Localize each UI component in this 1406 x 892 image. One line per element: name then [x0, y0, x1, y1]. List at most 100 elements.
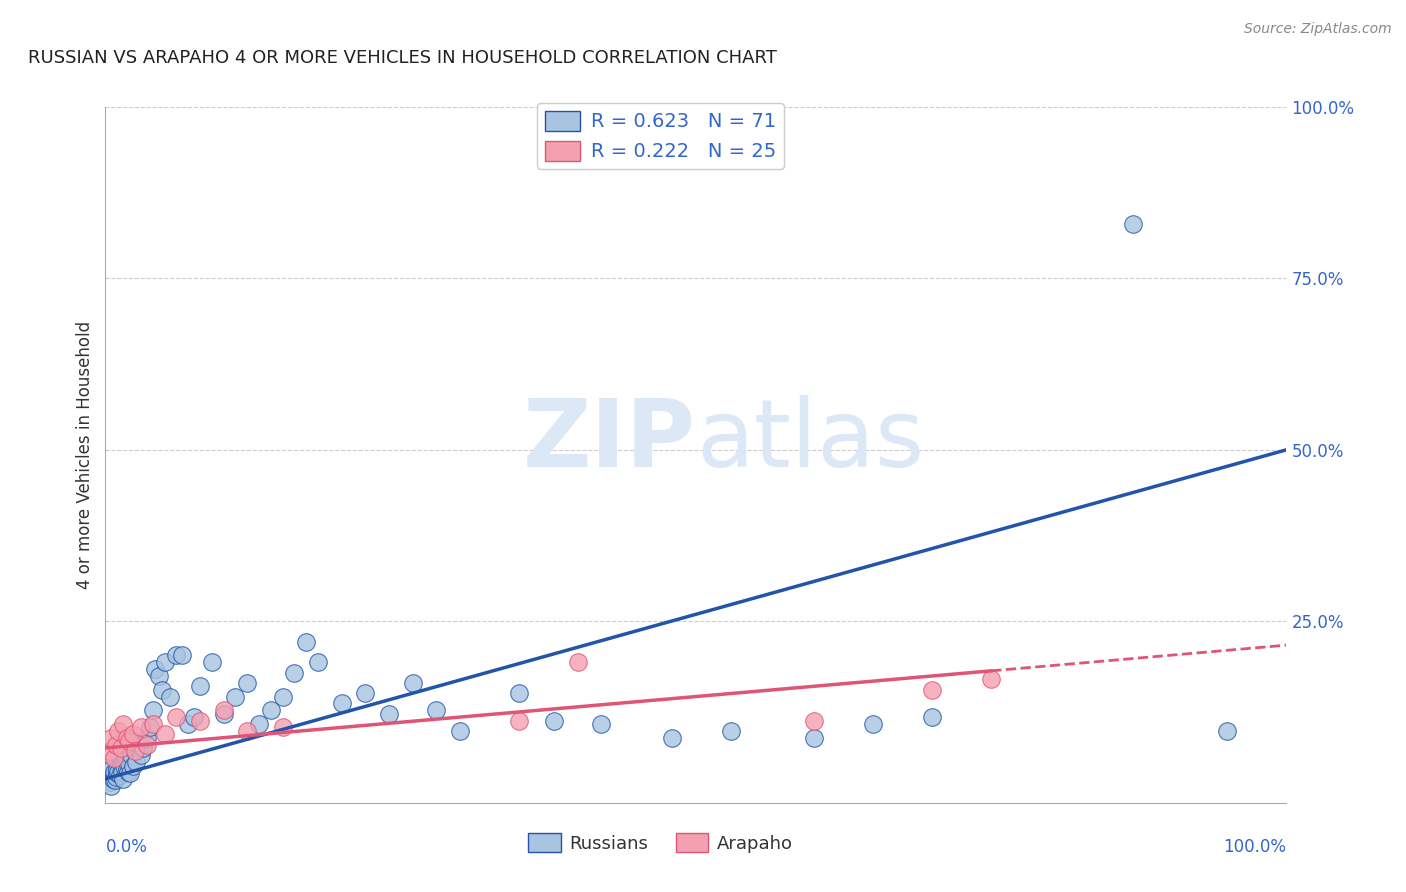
- Point: [449, 723, 471, 738]
- Text: ZIP: ZIP: [523, 395, 696, 487]
- Point: [354, 686, 377, 700]
- Point: [98, 744, 121, 758]
- Point: [100, 762, 122, 776]
- Point: [921, 682, 943, 697]
- Point: [188, 714, 211, 728]
- Point: [188, 679, 211, 693]
- Point: [100, 779, 122, 793]
- Text: 0.0%: 0.0%: [105, 838, 148, 855]
- Point: [97, 772, 120, 786]
- Point: [508, 714, 530, 728]
- Point: [567, 655, 589, 669]
- Point: [153, 655, 176, 669]
- Point: [107, 764, 129, 779]
- Point: [115, 731, 138, 745]
- Point: [236, 676, 259, 690]
- Point: [1216, 723, 1239, 738]
- Point: [101, 772, 124, 786]
- Point: [105, 771, 128, 785]
- Point: [120, 766, 142, 780]
- Legend: Russians, Arapaho: Russians, Arapaho: [520, 826, 800, 860]
- Point: [165, 710, 187, 724]
- Point: [100, 731, 122, 745]
- Point: [135, 738, 157, 752]
- Point: [177, 717, 200, 731]
- Point: [212, 703, 235, 717]
- Point: [105, 738, 128, 752]
- Point: [125, 755, 148, 769]
- Point: [112, 759, 135, 773]
- Point: [260, 703, 283, 717]
- Point: [271, 720, 294, 734]
- Point: [803, 731, 825, 745]
- Point: [103, 751, 125, 765]
- Point: [129, 720, 152, 734]
- Point: [148, 669, 170, 683]
- Point: [591, 717, 613, 731]
- Point: [661, 731, 683, 745]
- Point: [143, 662, 166, 676]
- Point: [114, 751, 136, 765]
- Point: [862, 717, 884, 731]
- Point: [105, 762, 128, 776]
- Point: [118, 756, 141, 771]
- Point: [159, 690, 181, 704]
- Text: Source: ZipAtlas.com: Source: ZipAtlas.com: [1244, 22, 1392, 37]
- Point: [108, 768, 131, 782]
- Point: [425, 703, 447, 717]
- Point: [110, 741, 132, 756]
- Point: [224, 690, 246, 704]
- Point: [128, 738, 150, 752]
- Point: [121, 727, 143, 741]
- Point: [112, 755, 135, 769]
- Point: [117, 764, 139, 779]
- Point: [330, 697, 353, 711]
- Point: [124, 744, 146, 758]
- Point: [98, 775, 121, 789]
- Point: [201, 655, 224, 669]
- Point: [172, 648, 194, 663]
- Point: [107, 723, 129, 738]
- Point: [720, 723, 742, 738]
- Point: [247, 717, 270, 731]
- Point: [103, 764, 125, 779]
- Point: [110, 758, 132, 772]
- Point: [401, 676, 423, 690]
- Point: [142, 717, 165, 731]
- Point: [112, 772, 135, 786]
- Point: [111, 764, 134, 779]
- Point: [236, 723, 259, 738]
- Point: [118, 734, 141, 748]
- Point: [921, 710, 943, 724]
- Point: [103, 768, 125, 782]
- Text: RUSSIAN VS ARAPAHO 4 OR MORE VEHICLES IN HOUSEHOLD CORRELATION CHART: RUSSIAN VS ARAPAHO 4 OR MORE VEHICLES IN…: [28, 49, 778, 67]
- Point: [543, 714, 565, 728]
- Point: [183, 710, 205, 724]
- Point: [142, 703, 165, 717]
- Point: [307, 655, 329, 669]
- Point: [508, 686, 530, 700]
- Text: atlas: atlas: [696, 395, 924, 487]
- Point: [132, 741, 155, 756]
- Point: [283, 665, 305, 680]
- Text: 100.0%: 100.0%: [1223, 838, 1286, 855]
- Point: [104, 773, 127, 788]
- Point: [153, 727, 176, 741]
- Point: [271, 690, 294, 704]
- Point: [139, 720, 162, 734]
- Point: [129, 747, 152, 762]
- Point: [112, 717, 135, 731]
- Point: [212, 706, 235, 721]
- Point: [98, 768, 121, 782]
- Point: [980, 673, 1002, 687]
- Point: [295, 634, 318, 648]
- Point: [165, 648, 187, 663]
- Point: [105, 766, 128, 780]
- Point: [150, 682, 173, 697]
- Point: [135, 731, 157, 745]
- Point: [115, 762, 138, 776]
- Point: [120, 747, 142, 762]
- Point: [98, 764, 121, 779]
- Point: [803, 714, 825, 728]
- Point: [121, 759, 143, 773]
